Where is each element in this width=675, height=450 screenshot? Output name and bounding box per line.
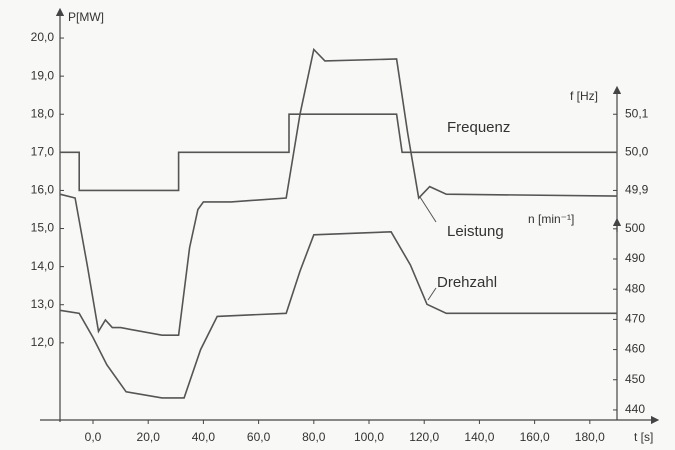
- x-tick-label: 60,0: [247, 430, 271, 444]
- y-tick-label: 14,0: [31, 259, 55, 273]
- series-line: [59, 47, 618, 336]
- x-axis-label: t [s]: [634, 430, 653, 444]
- leader-line: [427, 287, 437, 301]
- y2-tick-label: 50,1: [625, 106, 649, 120]
- y-axis-label: P[MW]: [68, 10, 104, 24]
- y-tick-label: 18,0: [31, 106, 55, 120]
- y-tick-label: 15,0: [31, 221, 55, 235]
- y3-tick-label: 490: [625, 251, 645, 265]
- series-label: Frequenz: [447, 119, 510, 136]
- x-tick-label: 100,0: [354, 430, 384, 444]
- x-tick-label: 20,0: [137, 430, 161, 444]
- series-label: Drehzahl: [437, 274, 497, 291]
- y3-tick-label: 470: [625, 312, 645, 326]
- x-tick-label: 140,0: [464, 430, 494, 444]
- y-tick-label: 16,0: [31, 183, 55, 197]
- series-label: Leistung: [447, 223, 504, 240]
- leader-line: [419, 196, 437, 223]
- y2-axis-label: f [Hz]: [570, 89, 598, 103]
- y3-axis-label: n [min⁻¹]: [528, 212, 574, 226]
- y3-tick-label: 460: [625, 342, 645, 356]
- y2-tick-label: 50,0: [625, 145, 649, 159]
- y-tick-label: 13,0: [31, 297, 55, 311]
- y3-tick-label: 500: [625, 221, 645, 235]
- x-tick-label: 180,0: [575, 430, 605, 444]
- y3-tick-label: 480: [625, 281, 645, 295]
- y3-tick-label: 440: [625, 402, 645, 416]
- x-tick-label: 120,0: [409, 430, 439, 444]
- y2-tick-label: 49,9: [625, 183, 649, 197]
- y-tick-label: 19,0: [31, 68, 55, 82]
- y-tick-label: 12,0: [31, 335, 55, 349]
- x-tick-label: 160,0: [520, 430, 550, 444]
- y3-tick-label: 450: [625, 372, 645, 386]
- x-tick-label: 0,0: [85, 430, 102, 444]
- x-tick-label: 40,0: [192, 430, 216, 444]
- series-line: [59, 230, 618, 399]
- y-tick-label: 20,0: [31, 30, 55, 44]
- series-line: [59, 113, 618, 192]
- y-tick-label: 17,0: [31, 145, 55, 159]
- x-tick-label: 80,0: [302, 430, 326, 444]
